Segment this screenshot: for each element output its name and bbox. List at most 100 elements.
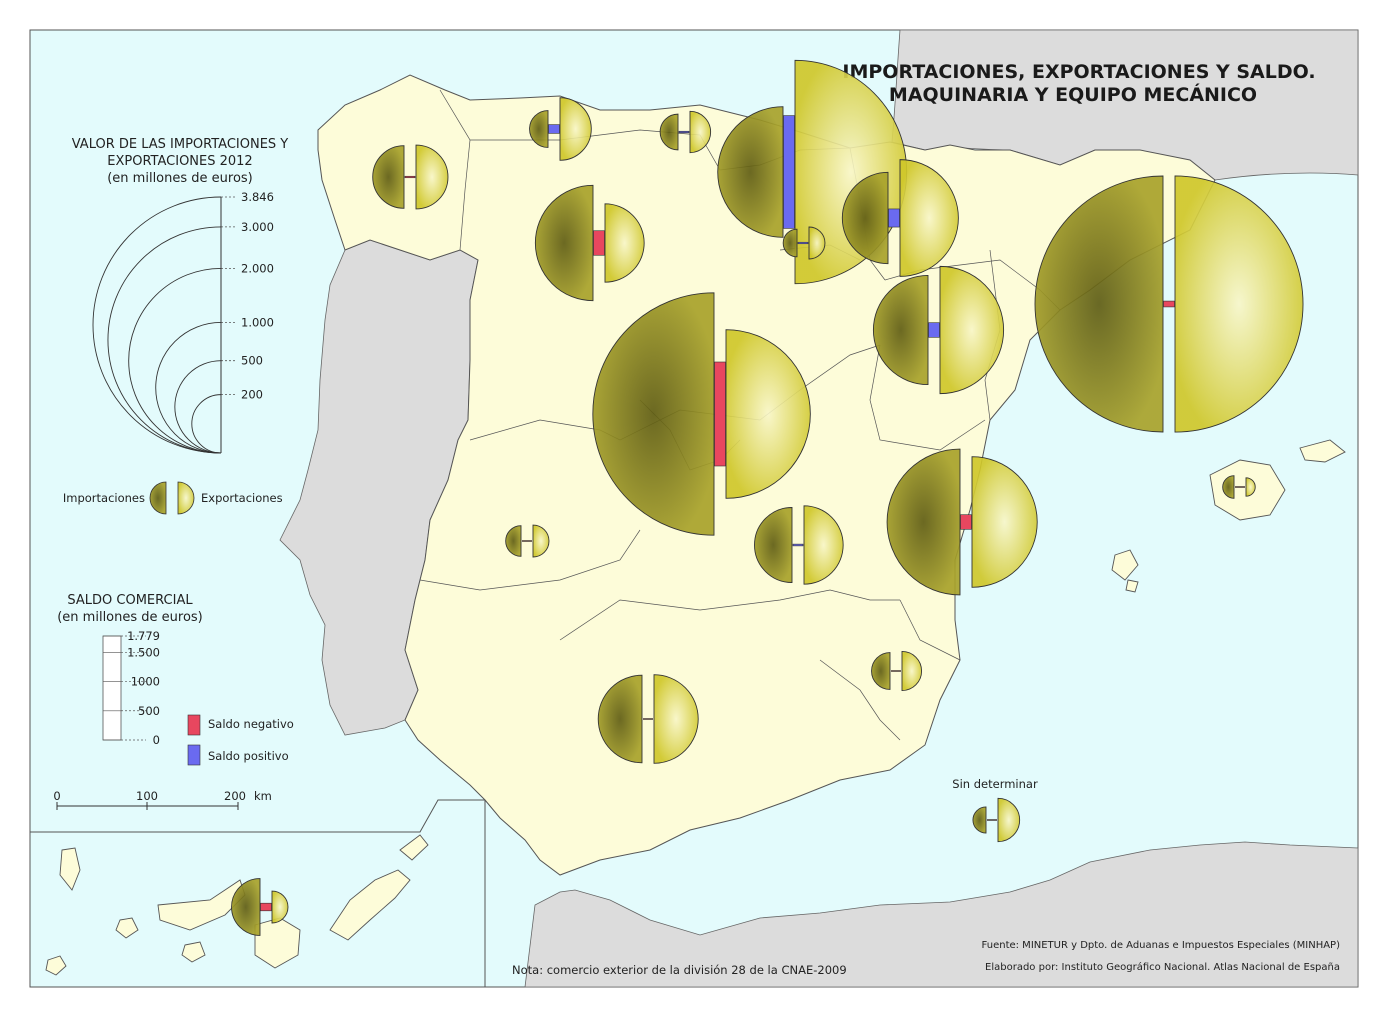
exports-half-circle <box>604 203 645 283</box>
scale-label-200: 200 <box>224 789 246 803</box>
imports-half-circle <box>597 674 643 764</box>
imports-legend-swatch <box>149 481 167 515</box>
scale-unit: km <box>254 789 272 803</box>
proportional-symbols <box>231 59 1304 936</box>
exports-half-circle <box>803 505 844 585</box>
imports-half-circle <box>1222 475 1235 499</box>
credits-text: Elaborado por: Instituto Geográfico Naci… <box>985 961 1340 973</box>
balance-tick-500: 500 <box>138 704 160 718</box>
balance-tick-0: 0 <box>153 733 160 747</box>
imports-legend-label: Importaciones <box>63 491 145 505</box>
exports-half-circle <box>901 650 922 692</box>
legend-arc-3846 <box>92 196 222 454</box>
imports-half-circle <box>972 806 987 834</box>
symbol-castilla-y-leon <box>534 184 645 302</box>
legend-balance-heading-2: (en millones de euros) <box>57 610 203 625</box>
balance-bar-positive <box>928 322 940 338</box>
legend-tick-3846: 3.846 <box>241 190 274 204</box>
imports-half-circle <box>534 184 594 302</box>
imports-half-circle <box>886 448 961 596</box>
legend-tick-500: 500 <box>241 354 263 368</box>
legend-values-heading-2: EXPORTACIONES 2012 <box>107 154 252 169</box>
symbol-andalucia <box>597 674 699 764</box>
exports-half-circle <box>1174 175 1304 433</box>
legend-balance: SALDO COMERCIAL (en millones de euros) 1… <box>57 593 294 766</box>
symbol-illes-balears <box>1222 475 1256 499</box>
exports-half-circle <box>559 97 592 161</box>
balance-bar-negative <box>404 175 416 179</box>
imports-half-circle <box>1034 175 1164 433</box>
negative-balance-swatch <box>187 714 201 736</box>
exports-half-circle <box>899 159 959 277</box>
negative-balance-label: Saldo negativo <box>208 717 294 731</box>
imports-half-circle <box>717 106 784 238</box>
undetermined-label: Sin determinar <box>952 777 1038 791</box>
exports-half-circle <box>725 329 811 499</box>
imports-half-circle <box>231 878 261 936</box>
symbol-sin-determinar <box>972 797 1021 843</box>
legend-arcs: 3.846 3.000 2.000 1.000 500 200 <box>92 190 274 454</box>
legend-import-export: Importaciones Exportaciones <box>63 481 283 515</box>
balance-scale-box <box>102 635 122 741</box>
balance-bar-positive <box>888 208 900 228</box>
exports-half-circle <box>1245 477 1256 497</box>
symbol-cantabria <box>659 110 712 154</box>
exports-legend-label: Exportaciones <box>201 491 283 505</box>
symbol-canarias <box>231 878 289 936</box>
balance-tick-1000: 1000 <box>131 675 160 689</box>
legend-tick-3000: 3.000 <box>241 220 274 234</box>
exports-half-circle <box>653 674 699 764</box>
imports-half-circle <box>592 292 715 536</box>
balance-tick-1500: 1.500 <box>127 645 160 659</box>
balance-bar-positive <box>797 241 809 245</box>
exports-half-circle <box>939 265 1004 395</box>
legend-values: VALOR DE LAS IMPORTACIONES Y EXPORTACION… <box>72 137 288 454</box>
positive-balance-label: Saldo positivo <box>208 749 289 763</box>
symbol-madrid <box>592 292 811 536</box>
balance-bar-negative <box>714 361 726 467</box>
balance-bar-negative <box>593 230 605 256</box>
symbol-galicia <box>372 144 449 210</box>
exports-half-circle <box>689 110 712 154</box>
imports-half-circle <box>659 113 679 151</box>
map-title-line2: MAQUINARIA Y EQUIPO MECÁNICO <box>889 83 1257 106</box>
legend-tick-200: 200 <box>241 388 263 402</box>
imports-half-circle <box>782 228 798 258</box>
legend-values-heading-3: (en millones de euros) <box>107 171 253 186</box>
imports-half-circle <box>872 274 929 386</box>
scale-label-0: 0 <box>53 789 60 803</box>
imports-half-circle <box>871 652 891 690</box>
symbol-la-rioja <box>782 226 826 260</box>
imports-half-circle <box>754 507 793 583</box>
symbol-cataluna <box>1034 175 1304 433</box>
positive-balance-swatch <box>187 744 201 766</box>
balance-bar-positive <box>783 115 795 229</box>
legend-tick-1000: 1.000 <box>241 315 274 329</box>
legend-arc-500 <box>174 360 222 454</box>
imports-half-circle <box>505 525 522 557</box>
exports-half-circle <box>271 890 289 924</box>
balance-tick-1779: 1.779 <box>127 629 160 643</box>
source-text: Fuente: MINETUR y Dpto. de Aduanas e Imp… <box>982 940 1341 951</box>
exports-half-circle <box>532 524 550 558</box>
legend-balance-heading-1: SALDO COMERCIAL <box>67 593 193 608</box>
exports-half-circle <box>971 456 1038 588</box>
symbol-region-de-murcia <box>871 650 922 692</box>
symbol-extremadura <box>505 524 550 558</box>
balance-bar-negative <box>960 514 972 530</box>
imports-half-circle <box>841 171 889 265</box>
symbol-castilla-la-mancha <box>754 505 844 585</box>
legend-tick-2000: 2.000 <box>241 261 274 275</box>
balance-bar-negative <box>1163 300 1175 308</box>
balance-ticks: 1.779 1.500 1000 500 0 <box>103 629 160 747</box>
legend-arc-3000 <box>107 226 222 454</box>
exports-legend-swatch <box>177 481 195 515</box>
balance-bar-positive <box>678 130 690 134</box>
legend-arc-1000 <box>155 322 222 454</box>
footnote: Nota: comercio exterior de la división 2… <box>512 963 847 977</box>
symbol-asturias <box>529 97 592 161</box>
symbol-aragon <box>872 265 1004 395</box>
scale-bar: 0 100 200 km <box>53 789 272 810</box>
imports-half-circle <box>529 110 549 148</box>
